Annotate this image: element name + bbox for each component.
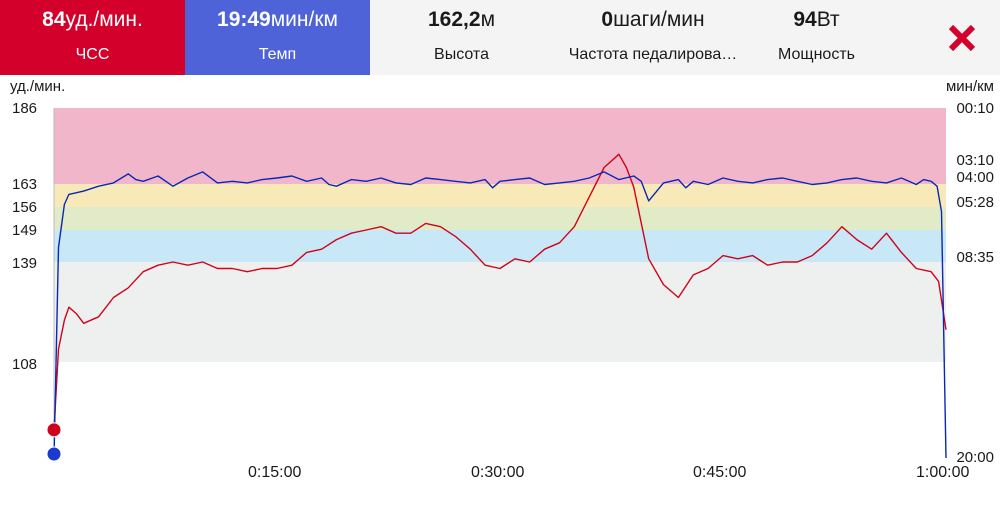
metric-altitude[interactable]: 162,2м Высота — [370, 0, 553, 75]
metric-value: 0шаги/мин — [601, 8, 705, 31]
metric-label: Темп — [258, 46, 297, 63]
close-button[interactable] — [938, 14, 986, 62]
left-axis-title: уд./мин. — [10, 78, 66, 95]
right-axis-title: мин/км — [945, 78, 994, 95]
x-tick: 0:45:00 — [693, 464, 747, 481]
right-tick: 03:10 — [956, 152, 994, 169]
metric-value: 162,2м — [428, 8, 495, 31]
metrics-bar: 84уд./мин. ЧСС 19:49мин/км Темп 162,2м В… — [0, 0, 1000, 75]
right-tick: 20:00 — [956, 449, 994, 466]
left-tick: 186 — [12, 100, 38, 117]
metric-cadence[interactable]: 0шаги/мин Частота педалирова… — [553, 0, 753, 75]
right-tick: 05:28 — [956, 194, 994, 211]
metric-heart-rate[interactable]: 84уд./мин. ЧСС — [0, 0, 185, 75]
metric-pace[interactable]: 19:49мин/км Темп — [185, 0, 370, 75]
close-icon — [948, 24, 976, 52]
left-tick: 156 — [12, 199, 38, 216]
metric-value: 94Вт — [793, 8, 840, 31]
x-tick: 0:30:00 — [471, 464, 525, 481]
metric-label: Мощность — [778, 46, 855, 63]
metric-label: ЧСС — [75, 46, 110, 63]
right-tick: 08:35 — [956, 249, 994, 266]
right-tick: 04:00 — [956, 169, 994, 186]
hr-zone-band-1 — [54, 108, 946, 184]
hr-zone-band-5 — [54, 262, 946, 362]
hr-zone-band-4 — [54, 230, 946, 262]
x-tick: 1:00:00 — [916, 464, 970, 481]
metric-label: Частота педалирова… — [568, 46, 738, 63]
hr-zone-band-2 — [54, 184, 946, 207]
pace-marker[interactable] — [46, 446, 62, 462]
hr-zone-band-3 — [54, 207, 946, 230]
metric-label: Высота — [434, 46, 489, 63]
x-tick: 0:15:00 — [248, 464, 302, 481]
metric-power[interactable]: 94Вт Мощность — [753, 0, 880, 75]
heart-rate-line — [53, 153, 947, 430]
left-tick: 139 — [12, 255, 38, 272]
heart-rate-marker[interactable] — [46, 422, 62, 438]
right-tick: 00:10 — [956, 100, 994, 117]
metric-value: 84уд./мин. — [42, 8, 143, 31]
pace-line — [53, 171, 947, 459]
metric-value: 19:49мин/км — [217, 8, 338, 31]
left-tick: 149 — [12, 222, 38, 239]
left-tick: 163 — [12, 176, 38, 193]
left-tick: 108 — [12, 356, 38, 373]
